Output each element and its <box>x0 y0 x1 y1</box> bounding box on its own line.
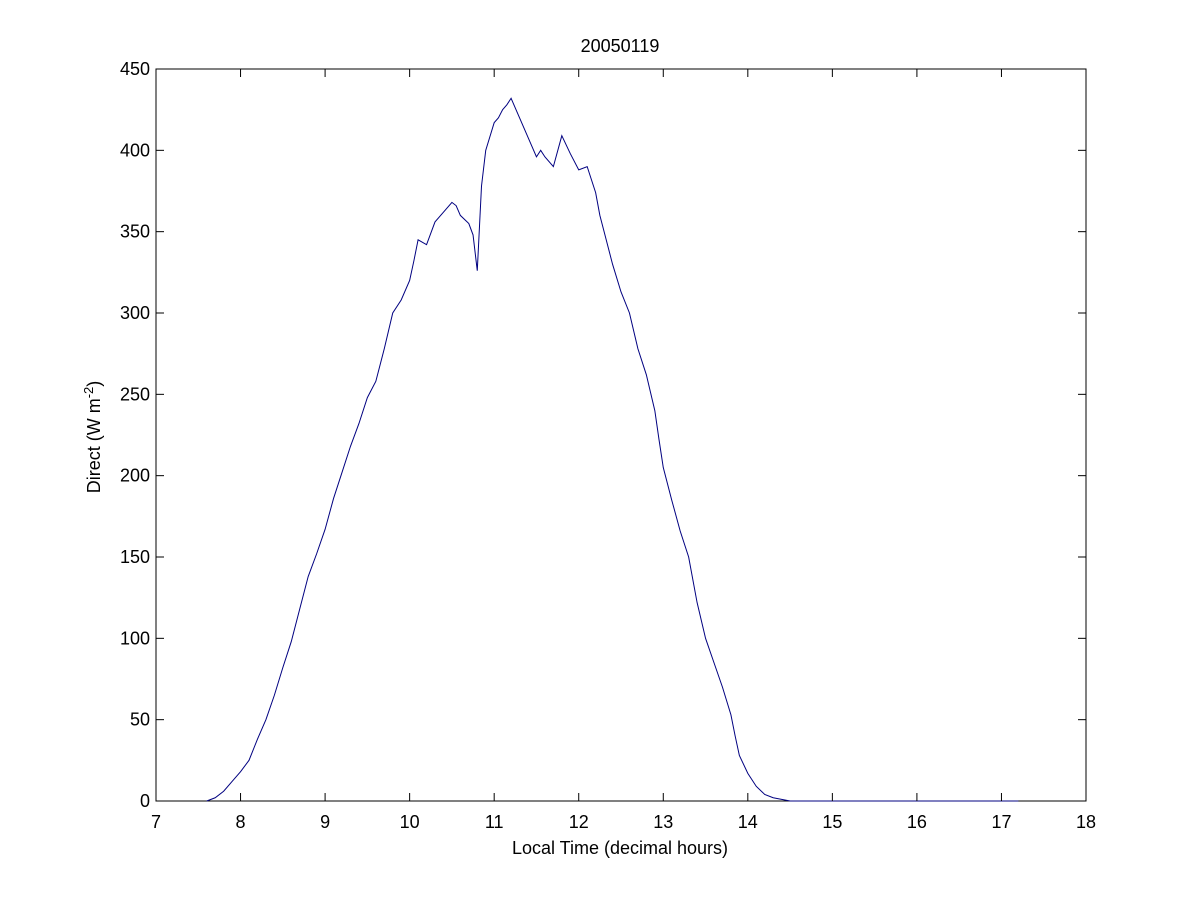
axes-box <box>155 68 1087 802</box>
y-axis-label-main: Direct (W m <box>84 398 104 493</box>
plot-area: 7 8 9 10 11 12 13 14 15 16 17 18 0 50 100 150 200 250 300 3… <box>120 59 1096 832</box>
series-line <box>206 97 1019 802</box>
x-tick-label-10: 17 <box>991 812 1011 832</box>
y-tick-label-9: 450 <box>120 59 150 79</box>
chart-title: 20050119 <box>581 36 660 56</box>
y-axis-label: Direct (W m-2) <box>81 381 104 494</box>
x-tick-label-1: 8 <box>236 812 246 832</box>
y-axis-label-close: ) <box>84 381 104 387</box>
x-tick-label-7: 14 <box>738 812 758 832</box>
x-tick-label-5: 12 <box>569 812 589 832</box>
y-tick-label-5: 250 <box>120 384 150 404</box>
y-tick-label-7: 350 <box>120 222 150 242</box>
y-axis-label-exponent: -2 <box>81 387 96 399</box>
x-tick-label-8: 15 <box>822 812 842 832</box>
x-tick-label-4: 11 <box>485 812 504 832</box>
x-tick-label-11: 18 <box>1076 812 1096 832</box>
x-tick-label-9: 16 <box>907 812 927 832</box>
x-axis-label: Local Time (decimal hours) <box>512 838 728 858</box>
x-tick-label-6: 13 <box>653 812 673 832</box>
y-tick-label-1: 50 <box>130 710 150 730</box>
y-tick-label-6: 300 <box>120 303 150 323</box>
x-tick-label-2: 9 <box>320 812 330 832</box>
x-tick-label-0: 7 <box>151 812 161 832</box>
y-tick-label-2: 100 <box>120 628 150 648</box>
y-tick-label-0: 0 <box>140 791 150 811</box>
y-tick-label-8: 400 <box>120 140 150 160</box>
x-tick-label-3: 10 <box>400 812 420 832</box>
y-tick-label-4: 200 <box>120 466 150 486</box>
y-tick-label-3: 150 <box>120 547 150 567</box>
